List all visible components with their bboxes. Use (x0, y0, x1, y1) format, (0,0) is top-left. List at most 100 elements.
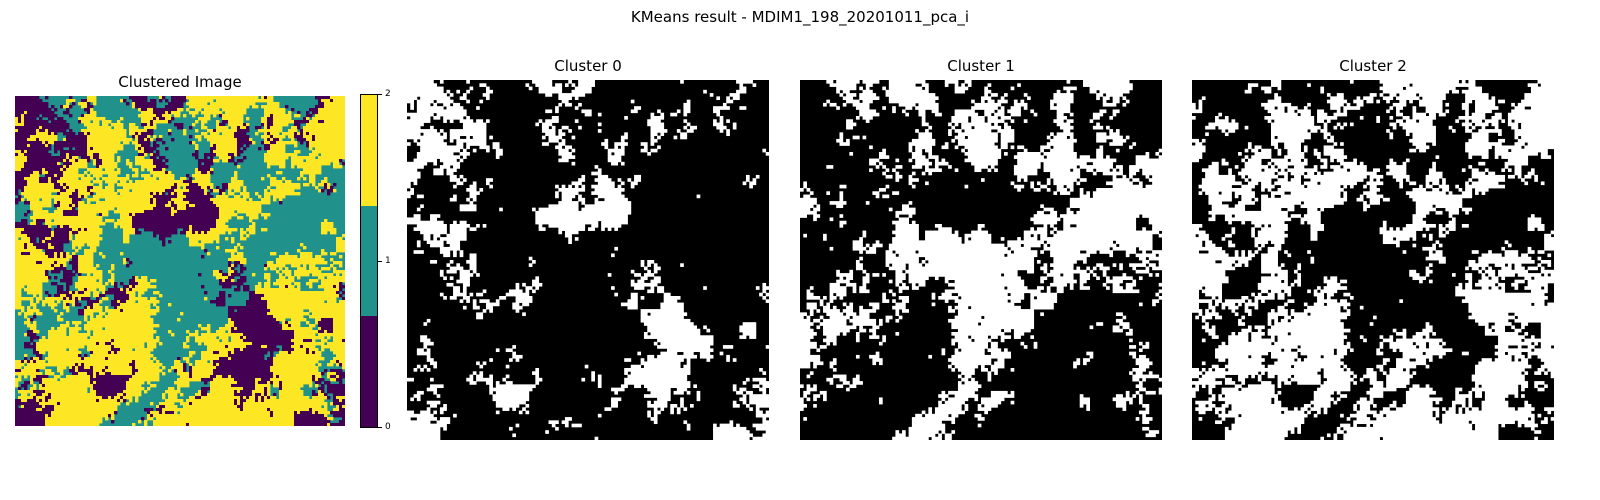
pixel-run (918, 102, 939, 107)
pixel-run (647, 263, 651, 267)
pixel-run (231, 384, 256, 388)
pixel-run (1251, 178, 1272, 182)
pixel-run (944, 289, 1041, 294)
pixel-run (1544, 407, 1554, 411)
pixel-run (650, 148, 658, 153)
pixel-run (1238, 201, 1255, 205)
pixel-run (462, 296, 470, 300)
pixel-run (39, 387, 88, 391)
pixel-run (291, 138, 295, 142)
pixel-run (141, 168, 145, 172)
pixel-run (309, 180, 316, 184)
pixel-run (192, 153, 199, 157)
pixel-run (1471, 266, 1479, 271)
pixel-run (240, 402, 244, 406)
pixel-run (987, 371, 992, 375)
pixel-run (1056, 116, 1067, 120)
pixel-run (75, 189, 79, 193)
pixel-run (762, 286, 769, 290)
pixel-run (294, 270, 322, 274)
pixel-run (1386, 129, 1390, 133)
pixel-run (201, 393, 208, 397)
pixel-run (1287, 299, 1295, 303)
pixel-run (680, 135, 688, 140)
pixel-run (1274, 397, 1278, 402)
pixel-run (846, 138, 850, 143)
pixel-run (63, 165, 67, 169)
pixel-run (944, 276, 1021, 281)
pixel-run (512, 305, 523, 310)
pixel-run (443, 404, 447, 408)
pixel-run (27, 291, 43, 295)
pixel-run (24, 405, 43, 409)
pixel-run (321, 372, 325, 376)
pixel-run (1102, 102, 1117, 107)
pixel-run (270, 135, 274, 139)
pixel-run (407, 168, 418, 173)
pixel-run (1086, 266, 1090, 271)
pixel-run (171, 207, 175, 211)
pixel-run (90, 366, 94, 370)
pixel-run (446, 168, 457, 173)
pixel-run (231, 180, 244, 184)
pixel-run (832, 305, 837, 310)
pixel-run (24, 117, 37, 121)
pixel-run (878, 361, 883, 366)
pixel-run (177, 192, 184, 196)
pixel-run (852, 286, 857, 290)
pixel-run (1010, 106, 1021, 110)
pixel-run (1053, 260, 1077, 264)
pixel-run (852, 289, 857, 294)
pixel-run (48, 117, 55, 121)
pixel-run (1241, 296, 1249, 300)
pixel-run (561, 197, 572, 202)
pixel-run (39, 384, 43, 388)
pixel-run (264, 156, 289, 160)
pixel-run (1264, 116, 1315, 120)
pixel-run (132, 174, 139, 178)
pixel-run (462, 125, 487, 130)
pixel-run (120, 216, 133, 220)
pixel-run (132, 213, 136, 217)
pixel-run (141, 117, 154, 121)
pixel-run (1040, 145, 1051, 150)
pixel-run (872, 191, 880, 195)
pixel-run (1231, 332, 1236, 336)
pixel-run (69, 114, 73, 118)
pixel-run (495, 390, 530, 395)
pixel-run (430, 217, 438, 222)
pixel-run (96, 162, 103, 166)
pixel-run (611, 253, 615, 258)
pixel-run (1079, 178, 1087, 182)
pixel-run (180, 411, 271, 415)
pixel-run (1369, 381, 1384, 385)
pixel-run (849, 384, 857, 389)
pixel-run (495, 400, 526, 405)
pixel-run (1208, 397, 1216, 402)
pixel-run (1267, 99, 1282, 104)
pixel-run (1251, 155, 1272, 159)
pixel-run (762, 390, 767, 395)
pixel-run (237, 153, 241, 157)
pixel-run (216, 225, 229, 229)
pixel-run (114, 351, 118, 355)
pixel-run (333, 414, 345, 418)
pixel-run (87, 144, 124, 148)
pixel-run (189, 201, 214, 205)
pixel-run (1326, 99, 1348, 104)
pixel-run (165, 189, 175, 193)
pixel-run (216, 366, 271, 370)
pixel-run (1307, 83, 1311, 87)
pixel-run (578, 197, 586, 202)
pixel-run (21, 117, 25, 121)
pixel-run (489, 309, 493, 313)
pixel-run (261, 123, 265, 127)
pixel-run (150, 297, 157, 301)
pixel-run (1284, 174, 1288, 179)
pixel-run (15, 225, 49, 229)
pixel-run (69, 156, 73, 160)
pixel-run (33, 360, 37, 364)
pixel-run (921, 116, 926, 120)
pixel-run (159, 402, 175, 406)
pixel-run (538, 207, 579, 212)
